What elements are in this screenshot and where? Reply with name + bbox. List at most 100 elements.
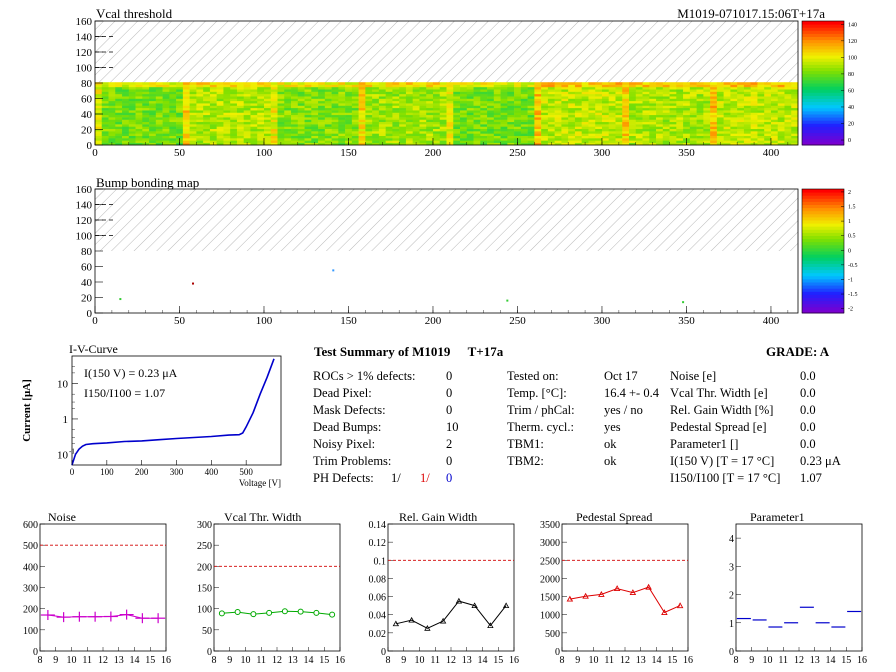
vcal-cell — [122, 117, 130, 120]
vcal-cell — [757, 138, 765, 141]
vcal-cell — [493, 140, 501, 143]
vcal-cell — [270, 100, 278, 104]
vcal-cell — [345, 133, 353, 136]
vcal-cell — [561, 138, 569, 141]
vcal-cell — [426, 107, 434, 111]
vcal-cell — [378, 138, 386, 141]
vcal-cell — [122, 105, 130, 109]
vcal-cell — [534, 112, 542, 116]
vcal-cell — [588, 140, 596, 143]
vcal-cell — [257, 103, 265, 106]
vcal-cell — [534, 140, 542, 143]
vcal-cell — [507, 84, 515, 88]
vcal-cell — [656, 121, 664, 125]
vcal-cell — [581, 140, 589, 143]
vcal-cell — [216, 103, 224, 106]
vcal-cell — [723, 124, 731, 127]
vcal-cell — [473, 91, 481, 95]
gain-width-title: Rel. Gain Width — [399, 510, 477, 524]
vcal-cell — [716, 121, 724, 125]
vcal-cell — [493, 93, 501, 97]
vcal-cell — [189, 138, 197, 141]
vcal-cell — [500, 110, 508, 113]
vcal-cell — [257, 112, 265, 116]
vcal-cell — [507, 140, 515, 143]
vcal-cell — [108, 105, 116, 109]
vcal-cell — [95, 128, 103, 132]
bump-map-colorbar-band — [802, 195, 844, 199]
vcal-cell — [378, 105, 386, 109]
vcal-cell — [263, 86, 272, 90]
vcal-cell — [331, 142, 339, 146]
bump-map-colorbar-band — [802, 216, 844, 221]
vcal-cell — [351, 114, 359, 118]
vcal-cell — [162, 103, 170, 106]
vcal-cell — [243, 100, 251, 104]
vcal-cell — [466, 142, 474, 146]
vcal-cell — [777, 110, 785, 113]
vcal-cell — [615, 84, 623, 88]
vcal-cell — [135, 126, 143, 130]
vcal-cell — [791, 105, 799, 109]
vcal-cell — [412, 135, 420, 139]
vcal-cell — [568, 114, 576, 118]
bump-map-colorbar-band — [802, 263, 844, 267]
condition-value-0: Oct 17 — [604, 369, 638, 383]
vcal-cell — [257, 114, 265, 118]
vcal-cell — [169, 110, 177, 113]
vcal-cell — [95, 86, 103, 90]
vcal-cell — [764, 89, 772, 92]
vcal-cell — [541, 117, 549, 120]
vcal-cell — [291, 124, 299, 127]
vcal-cell — [270, 131, 278, 134]
vcal-cell — [162, 107, 170, 111]
vcal-cell — [378, 103, 386, 106]
vcal-cell — [223, 140, 231, 143]
vcal-cell — [338, 112, 346, 116]
vcal-cell — [791, 86, 799, 90]
vcal-cell — [149, 107, 157, 111]
vcal-cell — [318, 86, 326, 90]
vcal-cell — [128, 82, 136, 85]
vcal-cell — [743, 107, 751, 111]
vcal-cell — [439, 135, 447, 139]
vcal-width-point — [329, 611, 336, 618]
vcal-cell — [791, 131, 799, 134]
vcal-cell — [493, 135, 501, 139]
vcal-cell — [622, 135, 630, 139]
vcal-cell — [345, 89, 353, 92]
gain-width-point — [439, 617, 447, 624]
vcal-cell — [737, 119, 745, 123]
vcal-cell — [622, 89, 630, 92]
vcal-cell — [311, 119, 319, 123]
vcal-cell — [419, 112, 427, 116]
vcal-cell — [649, 84, 657, 88]
vcal-cell — [155, 96, 163, 99]
vcal-cell — [601, 103, 610, 106]
vcal-cell — [196, 105, 204, 109]
vcal-cell — [669, 100, 677, 104]
vcal-cell — [716, 135, 724, 139]
vcal-cell — [608, 84, 616, 88]
vcal-cell — [493, 112, 501, 116]
vcal-cell — [520, 112, 528, 116]
vcal-map-y-tick-label: 60 — [81, 94, 93, 106]
vcal-cell — [473, 105, 481, 109]
vcal-cell — [737, 86, 745, 90]
gain-width-y-tick-label: 0.04 — [369, 611, 387, 622]
vcal-cell — [372, 112, 380, 116]
vcal-cell — [622, 84, 630, 88]
vcal-cell — [189, 100, 197, 104]
vcal-cell — [581, 89, 589, 92]
vcal-cell — [635, 96, 643, 99]
vcal-cell — [230, 98, 238, 102]
vcal-cell — [710, 114, 718, 118]
bump-map-colorbar-band — [802, 201, 844, 205]
vcal-cell — [595, 84, 603, 88]
pedestal-spread-series-line — [569, 586, 681, 614]
vcal-cell — [703, 96, 711, 99]
vcal-cell — [750, 114, 758, 118]
vcal-cell — [277, 89, 285, 92]
vcal-cell — [257, 124, 265, 127]
iv-x-tick-label: 400 — [205, 467, 219, 477]
